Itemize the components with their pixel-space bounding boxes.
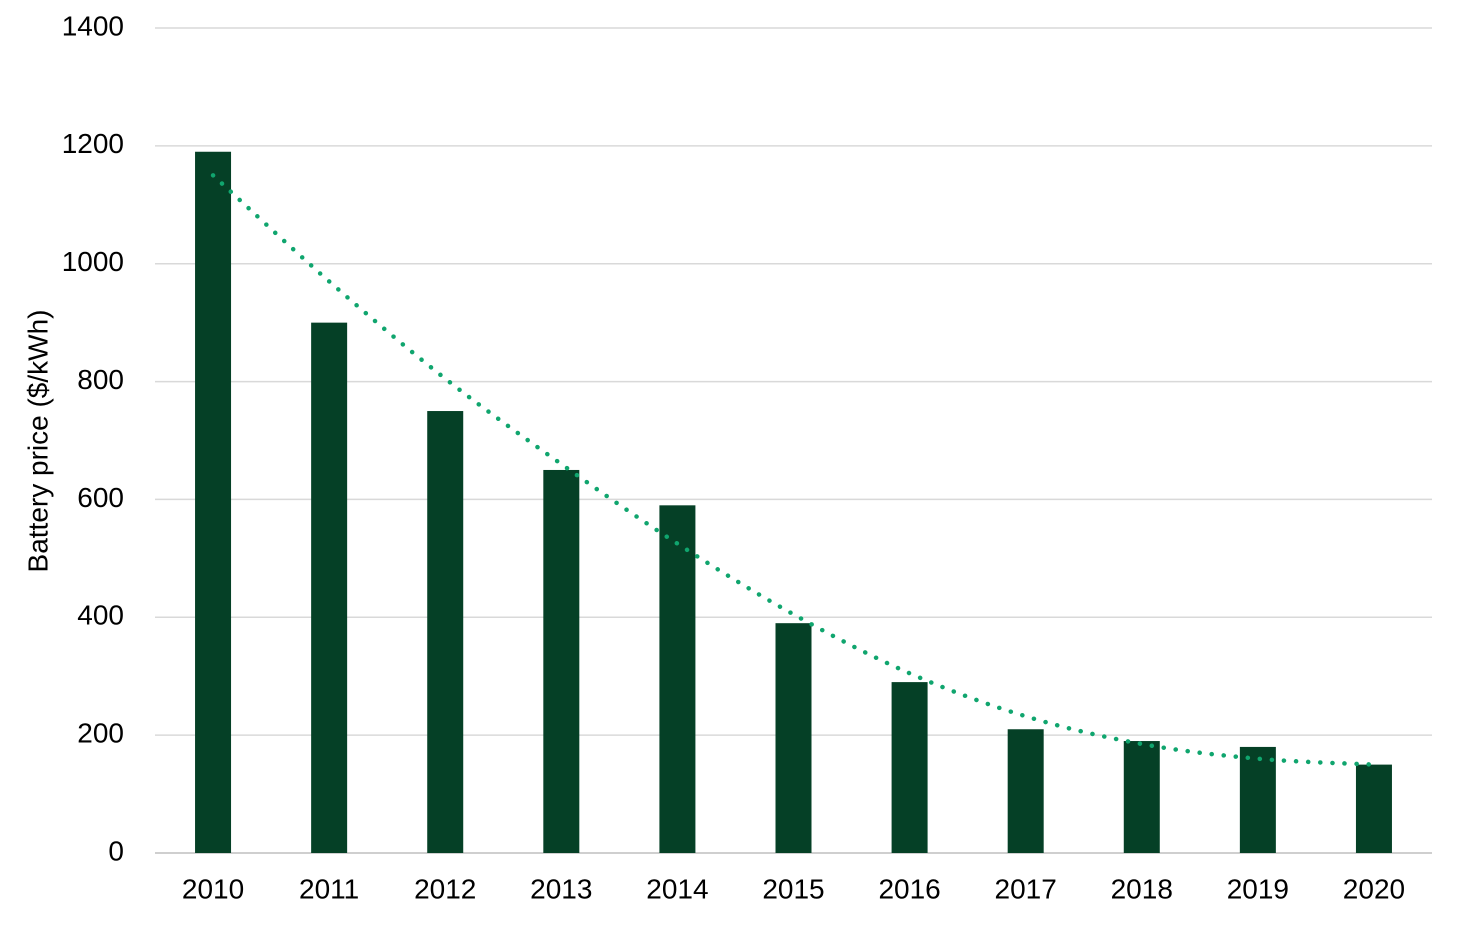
x-tick-label: 2020 [1343, 873, 1405, 904]
x-tick-label: 2017 [995, 873, 1057, 904]
y-axis-title: Battery price ($/kWh) [22, 310, 53, 573]
bar [427, 411, 464, 853]
trendline-path [210, 173, 1377, 767]
bar [891, 682, 928, 853]
bar [543, 469, 580, 853]
y-tick-label: 800 [77, 364, 124, 395]
bar [311, 322, 348, 854]
bar [195, 151, 232, 853]
y-tick-label: 600 [77, 482, 124, 513]
y-tick-label: 1200 [62, 128, 124, 159]
x-tick-label: 2014 [646, 873, 708, 904]
x-tick-label: 2018 [1111, 873, 1173, 904]
x-tick-label: 2016 [878, 873, 940, 904]
y-tick-label: 0 [108, 835, 124, 866]
y-tick-label: 200 [77, 718, 124, 749]
x-tick-label: 2015 [762, 873, 824, 904]
trendline [210, 173, 1377, 767]
x-tick-label: 2010 [182, 873, 244, 904]
bar [659, 505, 696, 853]
y-tick-label: 1000 [62, 246, 124, 277]
x-tick-label: 2019 [1227, 873, 1289, 904]
y-tick-label: 400 [77, 600, 124, 631]
y-tick-label: 1400 [62, 10, 124, 41]
bars [195, 151, 1392, 854]
gridlines [155, 27, 1432, 854]
x-axis-ticks: 2010 2011 2012 2013 2014 2015 2016 2017 2018 2019… [182, 873, 1405, 904]
x-tick-label: 2012 [414, 873, 476, 904]
bar [1239, 746, 1276, 853]
x-tick-label: 2013 [530, 873, 592, 904]
x-tick-label: 2011 [299, 873, 359, 904]
bar [775, 623, 812, 853]
y-axis-ticks: 0 200 400 600 800 1000 1200 1400 [62, 10, 124, 866]
bar [1355, 764, 1392, 853]
bar [1123, 741, 1160, 853]
bar [1007, 729, 1044, 853]
